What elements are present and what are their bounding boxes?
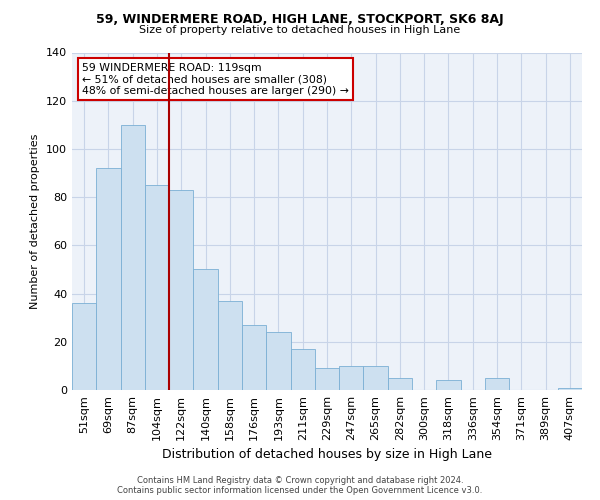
Bar <box>169 190 193 390</box>
Bar <box>485 378 509 390</box>
Text: 59, WINDERMERE ROAD, HIGH LANE, STOCKPORT, SK6 8AJ: 59, WINDERMERE ROAD, HIGH LANE, STOCKPOR… <box>96 12 504 26</box>
Text: Size of property relative to detached houses in High Lane: Size of property relative to detached ho… <box>139 25 461 35</box>
Text: Contains HM Land Registry data © Crown copyright and database right 2024.
Contai: Contains HM Land Registry data © Crown c… <box>118 476 482 495</box>
Text: 59 WINDERMERE ROAD: 119sqm
← 51% of detached houses are smaller (308)
48% of sem: 59 WINDERMERE ROAD: 119sqm ← 51% of deta… <box>82 62 349 96</box>
Bar <box>315 368 339 390</box>
X-axis label: Distribution of detached houses by size in High Lane: Distribution of detached houses by size … <box>162 448 492 462</box>
Bar <box>266 332 290 390</box>
Bar <box>558 388 582 390</box>
Bar <box>388 378 412 390</box>
Bar <box>145 185 169 390</box>
Bar <box>218 301 242 390</box>
Bar <box>290 349 315 390</box>
Bar <box>121 125 145 390</box>
Y-axis label: Number of detached properties: Number of detached properties <box>31 134 40 309</box>
Bar <box>339 366 364 390</box>
Bar <box>364 366 388 390</box>
Bar <box>193 270 218 390</box>
Bar <box>96 168 121 390</box>
Bar <box>436 380 461 390</box>
Bar <box>72 303 96 390</box>
Bar <box>242 325 266 390</box>
